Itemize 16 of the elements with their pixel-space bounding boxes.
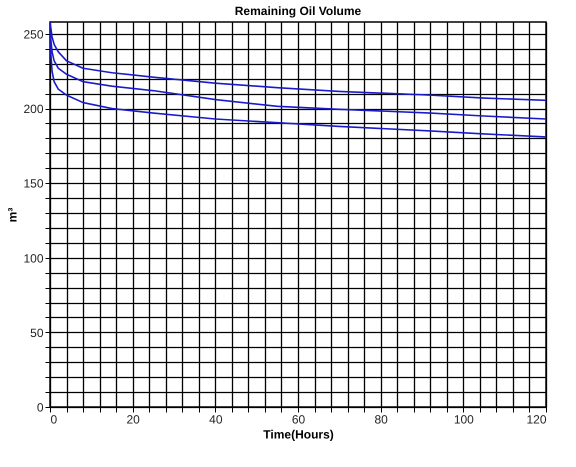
chart-title: Remaining Oil Volume: [234, 4, 362, 18]
x-tick-label: 120: [526, 412, 547, 426]
x-tick-label: 0: [50, 412, 58, 426]
y-tick-label: 0: [36, 400, 44, 414]
x-tick-label: 80: [374, 412, 388, 426]
x-tick-label: 100: [454, 412, 474, 426]
y-tick-label: 50: [30, 326, 44, 340]
x-tick-label: 40: [209, 412, 223, 426]
y-tick-label: 150: [23, 176, 44, 191]
y-tick-label: 250: [23, 27, 44, 42]
y-tick-label: 200: [23, 102, 44, 116]
y-tick-label: 100: [23, 251, 44, 266]
x-tick-label: 60: [292, 412, 306, 426]
x-tick-label: 20: [126, 412, 140, 426]
x-axis-title: Time(Hours): [263, 428, 334, 442]
y-axis-title: m³: [5, 208, 20, 222]
